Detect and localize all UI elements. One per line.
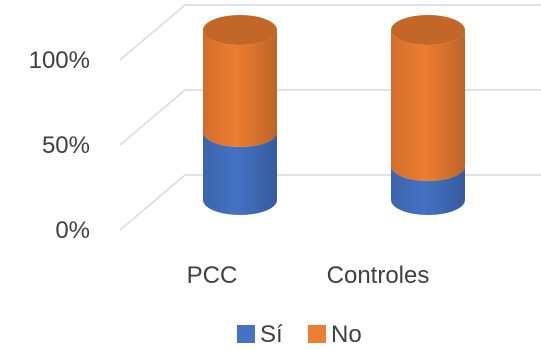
legend: Sí No: [237, 321, 362, 348]
bar-segment: [391, 166, 465, 215]
x-category-label: PCC: [187, 262, 238, 289]
x-axis-categories: PCC Controles: [187, 262, 430, 289]
gridline: [119, 89, 541, 146]
legend-label: No: [331, 321, 362, 348]
gridlines: [119, 4, 541, 231]
legend-label: Sí: [260, 321, 283, 348]
y-tick-label: 100%: [29, 47, 90, 74]
bars: [203, 15, 465, 215]
y-axis-ticks: 0% 50% 100%: [29, 47, 90, 244]
bar-segment: [203, 15, 277, 147]
gridline: [119, 4, 541, 61]
legend-swatch: [308, 325, 326, 343]
y-tick-label: 50%: [42, 132, 90, 159]
legend-item: Sí: [237, 321, 283, 348]
x-category-label: Controles: [327, 262, 430, 289]
bar-segment: [203, 132, 277, 215]
legend-swatch: [237, 325, 255, 343]
legend-item: No: [308, 321, 362, 348]
y-tick-label: 0%: [55, 217, 90, 244]
gridline: [119, 174, 541, 231]
bar-segment: [391, 15, 465, 181]
